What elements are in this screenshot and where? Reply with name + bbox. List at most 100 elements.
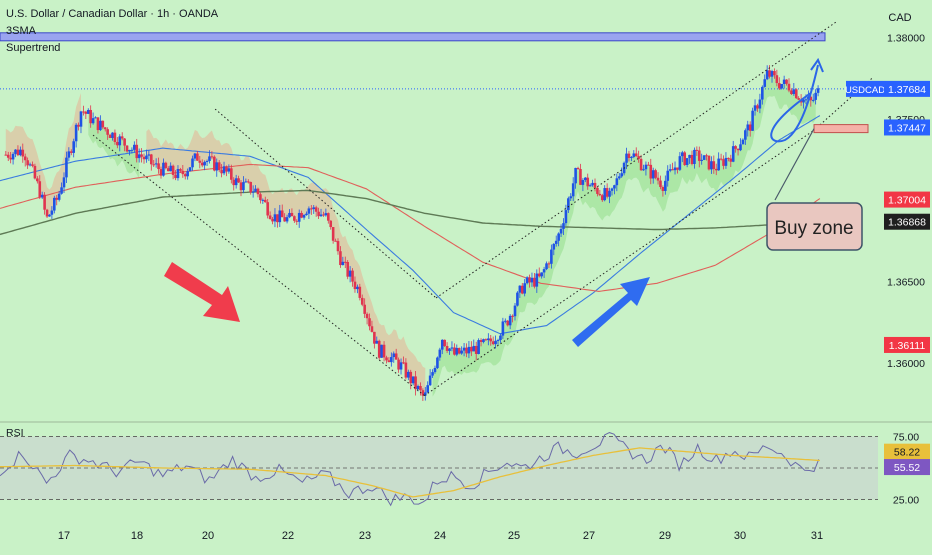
- indicator-sma: 3SMA: [6, 25, 36, 37]
- time-tick-label: 17: [58, 530, 70, 542]
- candle-body: [404, 362, 408, 378]
- candle-body: [322, 214, 325, 216]
- candle-body: [232, 179, 236, 186]
- candle-body: [610, 188, 614, 191]
- candle-body: [671, 169, 674, 171]
- candle-body: [443, 339, 446, 346]
- symbol-tag-label: USDCAD: [845, 85, 885, 96]
- time-tick-label: 30: [734, 530, 746, 542]
- candle-body: [392, 353, 396, 358]
- candle-body: [6, 154, 10, 158]
- candle-body: [537, 273, 541, 277]
- candle-body: [530, 277, 534, 283]
- buy-zone-rect: [813, 124, 869, 134]
- candle-body: [445, 345, 449, 351]
- candle-body: [678, 156, 682, 170]
- candle-body: [739, 144, 742, 151]
- candle-body: [598, 193, 602, 196]
- price-tick-label: 1.38000: [887, 32, 925, 44]
- candle-body: [334, 240, 337, 242]
- candle-body: [787, 83, 791, 91]
- candle-body: [293, 216, 296, 221]
- candle-body: [547, 263, 551, 265]
- candle-body: [256, 188, 260, 195]
- candle-body: [31, 164, 34, 166]
- candle-body: [147, 154, 151, 156]
- candle-body: [11, 153, 15, 160]
- candle-body: [271, 219, 274, 222]
- candle-body: [637, 156, 640, 159]
- candle-body: [55, 197, 59, 200]
- projection-arrowhead: [810, 57, 824, 73]
- candle-body: [140, 154, 143, 157]
- candle-body: [736, 148, 740, 151]
- candle-body: [470, 346, 473, 352]
- candle-body: [263, 199, 267, 203]
- candle-body: [503, 320, 507, 322]
- candle-body: [62, 177, 66, 188]
- time-tick-label: 31: [811, 530, 823, 542]
- candle-body: [545, 263, 548, 270]
- projection-path: [770, 64, 819, 143]
- candle-body: [731, 146, 735, 162]
- candle-body: [535, 273, 539, 287]
- candle-body: [746, 124, 750, 131]
- candle-body: [108, 134, 112, 138]
- candle-body: [804, 99, 808, 101]
- candle-body: [644, 164, 648, 170]
- price-tick-label: 1.36000: [887, 358, 925, 370]
- candle-body: [358, 286, 362, 298]
- candle-body: [576, 167, 580, 170]
- candle-body: [724, 157, 728, 166]
- candle-body: [550, 249, 553, 264]
- candle-body: [605, 188, 609, 197]
- candle-body: [128, 149, 131, 152]
- candle-body: [336, 241, 340, 252]
- candle-body: [673, 167, 677, 171]
- candle-body: [501, 321, 505, 336]
- candle-body: [363, 304, 366, 314]
- bullish-arrow: [572, 277, 650, 347]
- rsi-ma-tag: 55.52: [894, 462, 920, 474]
- candle-body: [734, 146, 737, 149]
- candle-body: [455, 347, 459, 355]
- price-tick-label: 1.36500: [887, 277, 925, 289]
- rsi-band: [0, 436, 878, 500]
- candle-body: [426, 385, 430, 393]
- candle-body: [729, 158, 733, 162]
- candle-body: [116, 141, 119, 146]
- candle-body: [761, 86, 764, 100]
- candle-body: [142, 156, 146, 160]
- candle-body: [188, 167, 192, 172]
- candle-body: [765, 70, 769, 80]
- candle-body: [387, 360, 391, 363]
- candle-body: [782, 79, 786, 85]
- candle-body: [494, 340, 497, 345]
- candle-body: [571, 183, 575, 197]
- candle-body: [533, 277, 536, 287]
- candle-body: [700, 159, 703, 161]
- candle-body: [462, 347, 466, 351]
- candle-body: [278, 210, 282, 223]
- candle-body: [428, 375, 432, 386]
- candle-body: [431, 372, 434, 376]
- down-channel-upper: [214, 108, 437, 299]
- candle-body: [608, 190, 611, 197]
- candle-body: [491, 341, 495, 345]
- candle-body: [685, 158, 689, 165]
- price-tag-value: 1.36111: [889, 340, 926, 352]
- candle-body: [329, 220, 333, 228]
- candle-body: [375, 340, 379, 344]
- sma-line-3: [0, 189, 820, 236]
- candle-body: [266, 202, 269, 216]
- candle-body: [593, 182, 597, 188]
- bearish-arrow: [164, 262, 240, 322]
- candle-body: [331, 227, 335, 241]
- candle-body: [86, 109, 90, 114]
- candle-body: [23, 156, 27, 161]
- candle-body: [518, 285, 522, 293]
- candle-body: [508, 315, 512, 326]
- candle-body: [251, 191, 255, 193]
- candle-body: [768, 70, 771, 77]
